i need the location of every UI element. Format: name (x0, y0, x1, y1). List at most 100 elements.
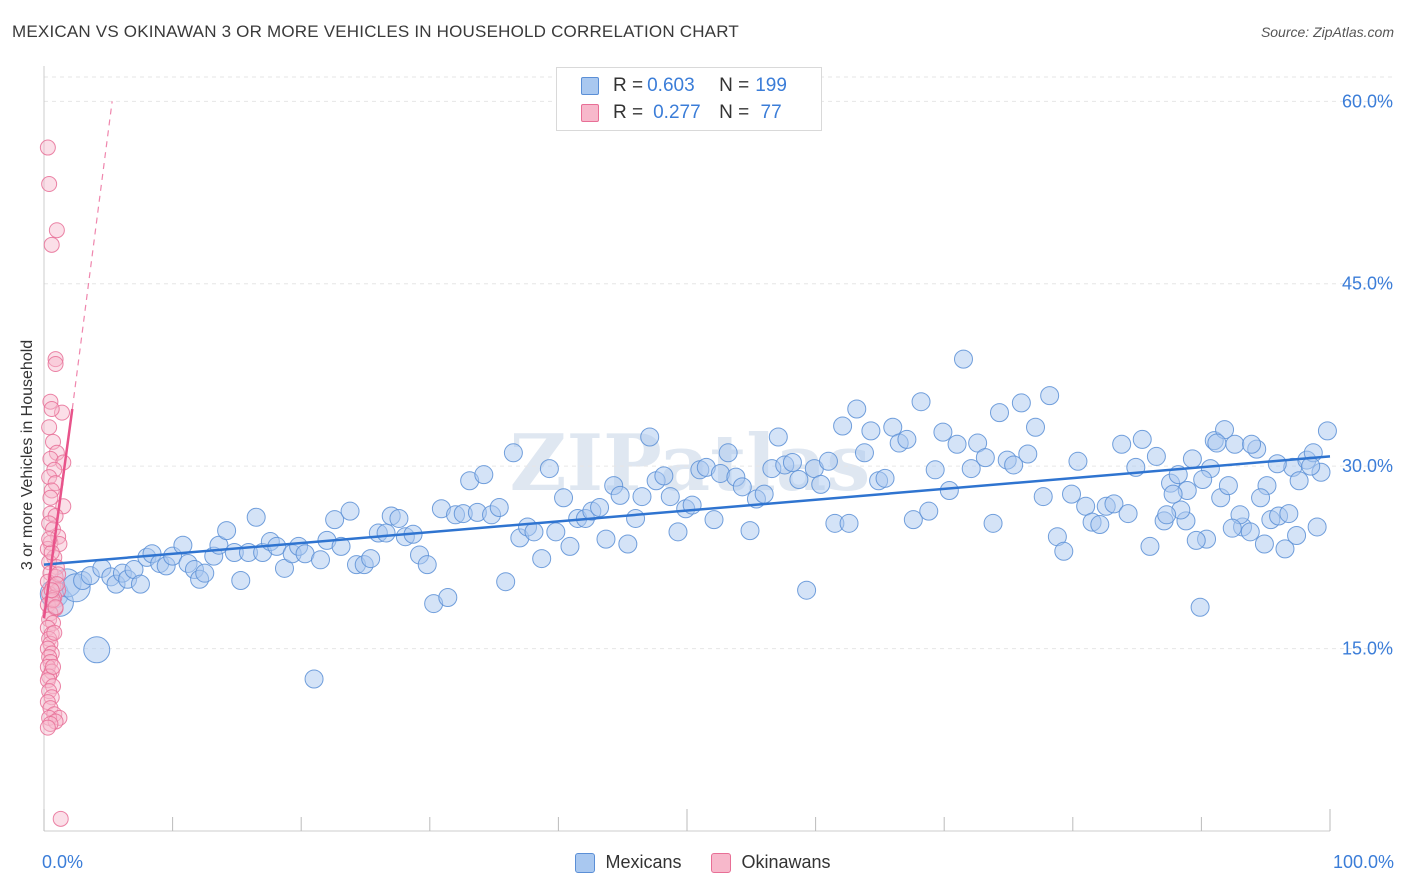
mexicans-point (640, 427, 660, 447)
mexicans-point (1090, 515, 1110, 535)
mexicans-point (654, 466, 674, 486)
mexicans-point (883, 417, 903, 437)
mexicans-point (718, 443, 738, 463)
okinawans-point (54, 404, 71, 421)
okinawans-trend-extension (71, 101, 113, 410)
legend-item-okinawans[interactable]: Okinawans (711, 852, 831, 873)
mexicans-point (947, 434, 967, 454)
mexicans-point (1011, 393, 1031, 413)
mexicans-point (560, 536, 580, 556)
mexicans-point (953, 349, 973, 369)
mexicans-point (1004, 455, 1024, 475)
okinawans-point (47, 356, 64, 373)
mexicans-point (1182, 449, 1202, 469)
mexicans-point (789, 470, 809, 490)
mexicans-point (1033, 487, 1053, 507)
mexicans-point (1218, 476, 1238, 496)
mexicans-point (975, 448, 995, 468)
mexicans-point (610, 485, 630, 505)
mexicans-point (1118, 504, 1138, 524)
mexicans-point (539, 459, 559, 479)
mexicans-point (833, 416, 853, 436)
mexicans-point (939, 480, 959, 500)
legend-row-okinawans: R = 0.277 N = 77 (581, 101, 782, 125)
mexicans-point (532, 549, 552, 569)
mexicans-point (632, 487, 652, 507)
mexicans-point (417, 555, 437, 575)
mexicans-point (1112, 434, 1132, 454)
mexicans-point (839, 513, 859, 533)
x-tick-max: 100.0% (1332, 852, 1394, 872)
mexicans-point (911, 392, 931, 412)
legend-swatch-mexicans (581, 77, 599, 95)
mexicans-point (361, 549, 381, 569)
mexicans-point (710, 463, 730, 483)
mexicans-point (1267, 454, 1287, 474)
correlation-legend: R = 0.603 N = 199 R = 0.277 N = 77 (556, 67, 822, 131)
mexicans-point (195, 563, 215, 583)
y-tick-label: 45.0% (1342, 274, 1393, 294)
legend-swatch-okinawans (711, 852, 732, 873)
mexicans-point (618, 534, 638, 554)
mexicans-point (626, 508, 646, 528)
gridlines (44, 76, 1395, 650)
mexicans-point (768, 427, 788, 447)
mexicans-point (1242, 434, 1262, 454)
legend-r-value: 0.603 (647, 75, 695, 96)
legend-r-value: 0.277 (653, 102, 701, 123)
trend-lines (42, 101, 1331, 619)
mexicans-point (1062, 484, 1082, 504)
mexicans-point (546, 522, 566, 542)
okinawans-point (48, 222, 65, 239)
mexicans-point (1186, 530, 1206, 550)
mexicans-point (660, 487, 680, 507)
mexicans-point (1287, 525, 1307, 545)
okinawans-point (39, 719, 56, 736)
series-legend: Mexicans Okinawans (0, 852, 1406, 873)
legend-n-value: 199 (755, 75, 787, 96)
okinawans-trend-line (42, 408, 74, 619)
mexicans-point (217, 521, 237, 541)
mexicans-point (1076, 496, 1096, 516)
mexicans-point (1301, 456, 1321, 476)
mexicans-point (83, 636, 111, 664)
mexicans-point (818, 451, 838, 471)
mexicans-point (438, 588, 458, 608)
okinawans-point (41, 419, 58, 436)
y-tick-label: 60.0% (1342, 91, 1393, 111)
mexicans-point (1240, 522, 1260, 542)
mexicans-point (496, 572, 516, 592)
mexicans-point (130, 574, 150, 594)
mexicans-point (340, 501, 360, 521)
mexicans-point (797, 580, 817, 600)
legend-swatch-okinawans (581, 104, 599, 122)
mexicans-point (854, 443, 874, 463)
legend-item-mexicans[interactable]: Mexicans (575, 852, 681, 873)
mexicans-point (983, 513, 1003, 533)
source-label: Source: ZipAtlas.com (1260, 24, 1394, 40)
y-tick-label: 15.0% (1342, 639, 1393, 659)
mexicans-point (968, 433, 988, 453)
mexicans-point (274, 558, 294, 578)
okinawans-point (46, 624, 63, 641)
mexicans-point (590, 498, 610, 518)
mexicans-point (474, 465, 494, 485)
mexicans-point (1222, 518, 1242, 538)
mexicans-point (811, 474, 831, 494)
chart-title: MEXICAN VS OKINAWAN 3 OR MORE VEHICLES I… (12, 22, 739, 41)
mexicans-point (754, 484, 774, 504)
mexicans-point (376, 523, 396, 543)
series-okinawans (39, 139, 72, 827)
y-tick-label: 30.0% (1342, 456, 1393, 476)
mexicans-point (503, 443, 523, 463)
legend-label-mexicans: Mexicans (605, 852, 682, 872)
legend-r-label: R = (613, 102, 644, 123)
mexicans-point (861, 421, 881, 441)
mexicans-point (847, 399, 867, 419)
mexicans-trend-line (43, 455, 1331, 566)
series-mexicans (39, 349, 1337, 689)
okinawans-point (43, 236, 60, 253)
mexicans-point (1279, 504, 1299, 524)
okinawans-point (47, 599, 64, 616)
mexicans-point (310, 550, 330, 570)
